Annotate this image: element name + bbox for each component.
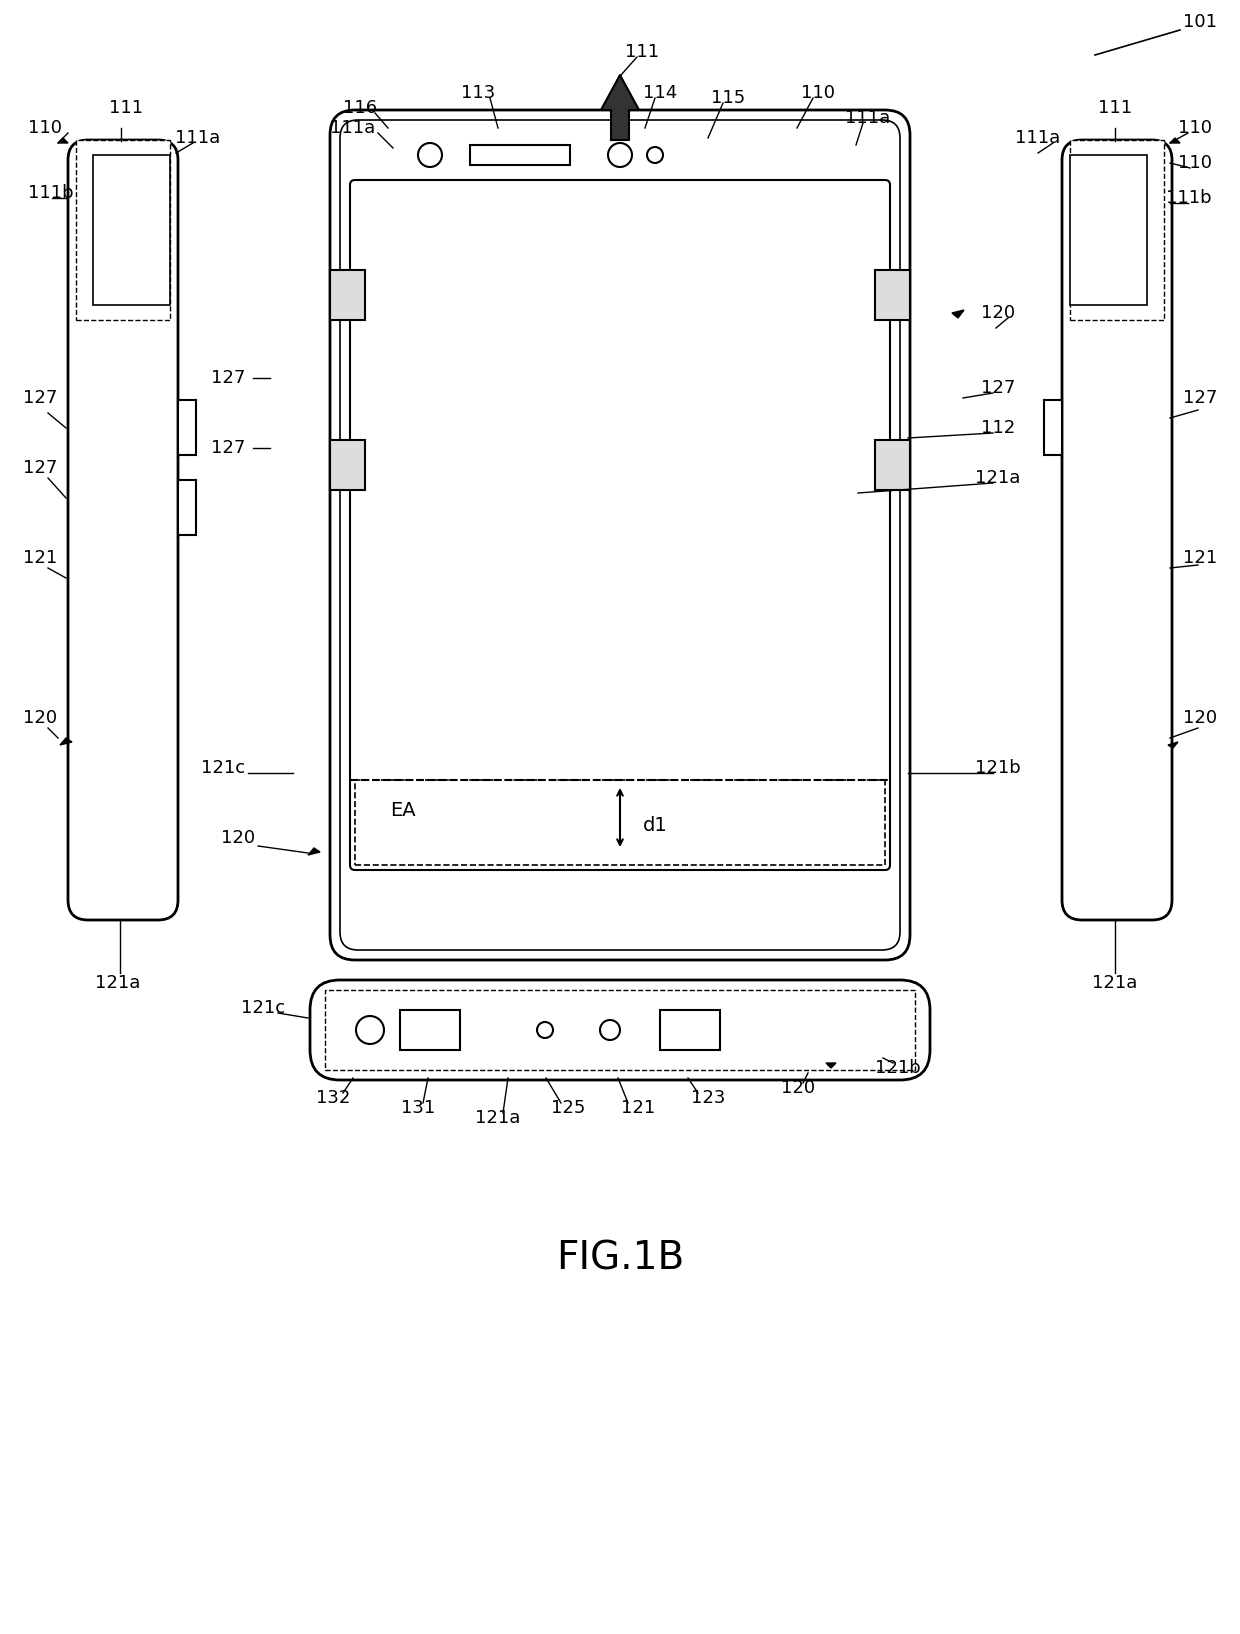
Bar	[470, 145, 570, 165]
Polygon shape	[1168, 742, 1178, 748]
Text: 121c: 121c	[241, 998, 285, 1016]
Text: 127: 127	[24, 459, 57, 477]
Text: 120: 120	[1183, 709, 1216, 727]
Text: 123: 123	[691, 1088, 725, 1106]
FancyBboxPatch shape	[340, 119, 900, 949]
Text: 116: 116	[343, 100, 377, 118]
Polygon shape	[58, 137, 68, 144]
Bar	[660, 1010, 720, 1051]
Text: 113: 113	[461, 83, 495, 101]
Bar	[330, 440, 365, 490]
Bar	[1070, 155, 1147, 306]
Bar	[875, 270, 910, 320]
Text: 121: 121	[1183, 549, 1216, 567]
Text: 110: 110	[801, 83, 835, 101]
Text: 121b: 121b	[875, 1059, 921, 1077]
Text: 121a: 121a	[475, 1109, 521, 1127]
Text: 112: 112	[981, 418, 1016, 436]
Bar	[93, 155, 170, 306]
Text: 127: 127	[211, 440, 246, 458]
Polygon shape	[308, 848, 320, 855]
Text: 127: 127	[24, 389, 57, 407]
Text: 111a: 111a	[1016, 129, 1060, 147]
Text: 111b: 111b	[1167, 190, 1211, 208]
Text: 111a: 111a	[175, 129, 221, 147]
Bar	[355, 779, 885, 864]
Text: 121b: 121b	[975, 760, 1021, 778]
Text: 111b: 111b	[29, 185, 73, 203]
Text: 110: 110	[1178, 154, 1211, 172]
Text: 127: 127	[1183, 389, 1216, 407]
Bar	[1044, 400, 1061, 454]
Bar	[401, 1010, 460, 1051]
Text: 121a: 121a	[1092, 974, 1137, 992]
Text: 114: 114	[642, 83, 677, 101]
Polygon shape	[1171, 137, 1180, 144]
Text: 110: 110	[29, 119, 62, 137]
Bar	[179, 400, 196, 454]
Text: 120: 120	[24, 709, 57, 727]
Text: 111: 111	[625, 42, 660, 60]
Text: 111: 111	[1097, 100, 1132, 118]
Bar	[875, 440, 910, 490]
Text: 127: 127	[981, 379, 1016, 397]
FancyBboxPatch shape	[330, 109, 910, 961]
Text: 120: 120	[221, 828, 255, 846]
Text: 121a: 121a	[976, 469, 1021, 487]
Text: 131: 131	[401, 1100, 435, 1118]
Polygon shape	[60, 739, 72, 745]
Text: 111a: 111a	[846, 109, 890, 127]
FancyBboxPatch shape	[350, 180, 890, 869]
Text: 127: 127	[211, 369, 246, 387]
Text: 111a: 111a	[330, 119, 376, 137]
Text: d1: d1	[642, 815, 667, 835]
Text: 115: 115	[711, 88, 745, 106]
Bar	[76, 141, 170, 320]
Polygon shape	[952, 310, 963, 319]
Polygon shape	[826, 1064, 836, 1069]
FancyBboxPatch shape	[68, 141, 179, 920]
Text: 110: 110	[1178, 119, 1211, 137]
FancyBboxPatch shape	[310, 980, 930, 1080]
Bar	[325, 990, 915, 1070]
Text: 132: 132	[316, 1088, 350, 1106]
Text: 101: 101	[1183, 13, 1216, 31]
Text: 121c: 121c	[201, 760, 246, 778]
Text: 125: 125	[551, 1100, 585, 1118]
Text: 120: 120	[981, 304, 1016, 322]
Text: 120: 120	[781, 1078, 815, 1096]
Bar	[179, 480, 196, 534]
Bar	[1070, 141, 1164, 320]
Text: 111: 111	[109, 100, 143, 118]
Text: FIG.1B: FIG.1B	[556, 1239, 684, 1278]
Polygon shape	[601, 75, 639, 141]
Text: 121: 121	[621, 1100, 655, 1118]
FancyBboxPatch shape	[1061, 141, 1172, 920]
Text: 121a: 121a	[95, 974, 140, 992]
Bar	[330, 270, 365, 320]
Text: EA: EA	[391, 801, 415, 820]
Text: 121: 121	[24, 549, 57, 567]
